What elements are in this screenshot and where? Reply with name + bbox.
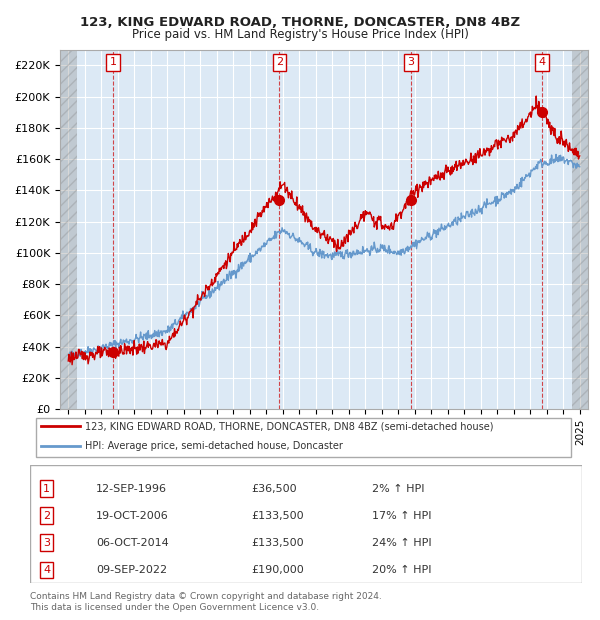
Text: 1: 1 (109, 58, 116, 68)
Text: 4: 4 (538, 58, 545, 68)
Text: 2: 2 (43, 511, 50, 521)
Text: 06-OCT-2014: 06-OCT-2014 (96, 538, 169, 547)
Text: £133,500: £133,500 (251, 538, 304, 547)
Bar (60, 50, 77, 409)
Text: HPI: Average price, semi-detached house, Doncaster: HPI: Average price, semi-detached house,… (85, 441, 343, 451)
Text: 123, KING EDWARD ROAD, THORNE, DONCASTER, DN8 4BZ (semi-detached house): 123, KING EDWARD ROAD, THORNE, DONCASTER… (85, 421, 494, 432)
Text: 2% ↑ HPI: 2% ↑ HPI (372, 484, 425, 494)
Text: 1: 1 (43, 484, 50, 494)
Text: 3: 3 (43, 538, 50, 547)
Text: Contains HM Land Registry data © Crown copyright and database right 2024.
This d: Contains HM Land Registry data © Crown c… (30, 592, 382, 611)
Text: £190,000: £190,000 (251, 565, 304, 575)
Text: £36,500: £36,500 (251, 484, 296, 494)
Text: 09-SEP-2022: 09-SEP-2022 (96, 565, 167, 575)
Text: 12-SEP-1996: 12-SEP-1996 (96, 484, 167, 494)
Text: Price paid vs. HM Land Registry's House Price Index (HPI): Price paid vs. HM Land Registry's House … (131, 28, 469, 41)
Text: 17% ↑ HPI: 17% ↑ HPI (372, 511, 432, 521)
Bar (571, 50, 588, 409)
Text: 4: 4 (43, 565, 50, 575)
Text: 19-OCT-2006: 19-OCT-2006 (96, 511, 169, 521)
Text: 3: 3 (407, 58, 414, 68)
Text: 24% ↑ HPI: 24% ↑ HPI (372, 538, 432, 547)
Text: £133,500: £133,500 (251, 511, 304, 521)
Text: 123, KING EDWARD ROAD, THORNE, DONCASTER, DN8 4BZ: 123, KING EDWARD ROAD, THORNE, DONCASTER… (80, 16, 520, 29)
FancyBboxPatch shape (30, 465, 582, 583)
FancyBboxPatch shape (35, 418, 571, 456)
Text: 20% ↑ HPI: 20% ↑ HPI (372, 565, 432, 575)
Text: 2: 2 (276, 58, 283, 68)
